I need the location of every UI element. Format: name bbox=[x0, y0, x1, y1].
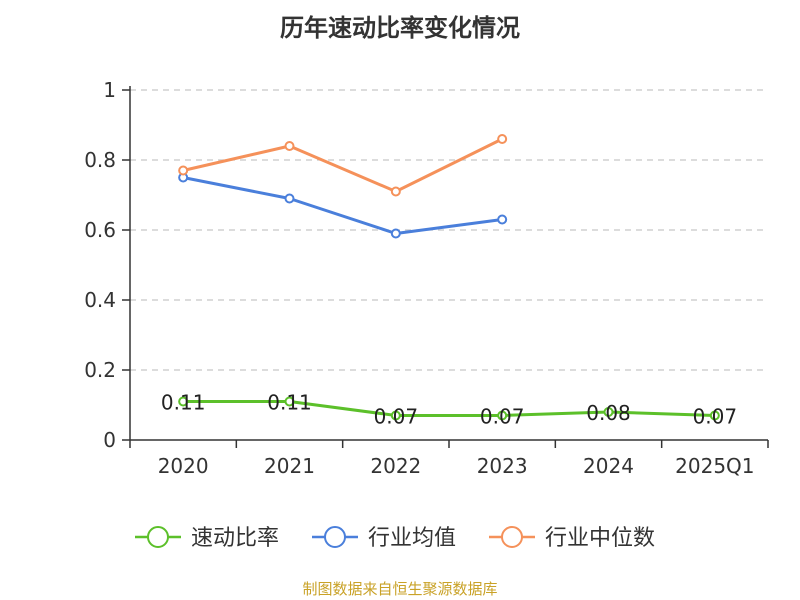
data-point bbox=[284, 193, 295, 204]
legend-marker bbox=[324, 526, 346, 548]
data-label: 0.08 bbox=[586, 401, 631, 425]
legend-label: 行业中位数 bbox=[545, 526, 655, 551]
data-label: 0.07 bbox=[374, 405, 419, 429]
data-point bbox=[178, 396, 189, 407]
data-point bbox=[390, 228, 401, 239]
legend-item-1: 行业均值 bbox=[312, 526, 456, 551]
data-label: 0.07 bbox=[693, 405, 738, 429]
data-point bbox=[390, 410, 401, 421]
series bbox=[178, 134, 720, 421]
data-point bbox=[497, 410, 508, 421]
data-point bbox=[497, 134, 508, 144]
data-point bbox=[390, 186, 401, 197]
data-label: 0.11 bbox=[161, 391, 206, 415]
axes: 0 0.2 0.4 0.6 0.8 1 2020 2021 2022 2023 2024 2025Q1 bbox=[84, 78, 769, 478]
legend-item-0: 速动比率 bbox=[135, 526, 279, 551]
y-tick-label: 0.2 bbox=[84, 358, 116, 382]
x-tick-label: 2025Q1 bbox=[675, 454, 754, 478]
series-line-0 bbox=[183, 400, 715, 417]
series-line-2 bbox=[182, 137, 503, 193]
y-tick-label: 0.8 bbox=[84, 148, 116, 172]
legend-marker bbox=[501, 526, 523, 548]
x-tick-label: 2023 bbox=[477, 454, 528, 478]
source-note: 制图数据来自恒生聚源数据库 bbox=[302, 580, 498, 598]
chart-title: 历年速动比率变化情况 bbox=[280, 14, 520, 42]
legend: 速动比率 行业均值 行业中位数 bbox=[135, 526, 655, 551]
data-point bbox=[178, 165, 189, 176]
y-tick-label: 0.6 bbox=[84, 218, 116, 242]
data-labels: 0.11 0.11 0.07 0.07 0.08 0.07 bbox=[161, 391, 737, 429]
data-point bbox=[603, 407, 614, 417]
x-tick-label: 2022 bbox=[370, 454, 421, 478]
data-label: 0.11 bbox=[267, 391, 312, 415]
y-tick-label: 1 bbox=[103, 78, 116, 102]
x-tick-label: 2021 bbox=[264, 454, 315, 478]
data-point bbox=[284, 396, 295, 407]
y-tick-label: 0 bbox=[103, 428, 116, 452]
data-label: 0.07 bbox=[480, 405, 525, 429]
series-line-1 bbox=[182, 176, 503, 235]
x-tick-label: 2020 bbox=[158, 454, 209, 478]
grid-lines bbox=[130, 89, 768, 371]
legend-label: 行业均值 bbox=[368, 526, 456, 551]
data-point bbox=[284, 141, 295, 151]
x-tick-label: 2024 bbox=[583, 454, 634, 478]
legend-marker bbox=[147, 526, 169, 548]
legend-item-2: 行业中位数 bbox=[489, 526, 655, 551]
y-tick-label: 0.4 bbox=[84, 288, 116, 312]
data-point bbox=[709, 410, 720, 421]
data-point bbox=[497, 214, 508, 225]
legend-label: 速动比率 bbox=[191, 526, 279, 551]
